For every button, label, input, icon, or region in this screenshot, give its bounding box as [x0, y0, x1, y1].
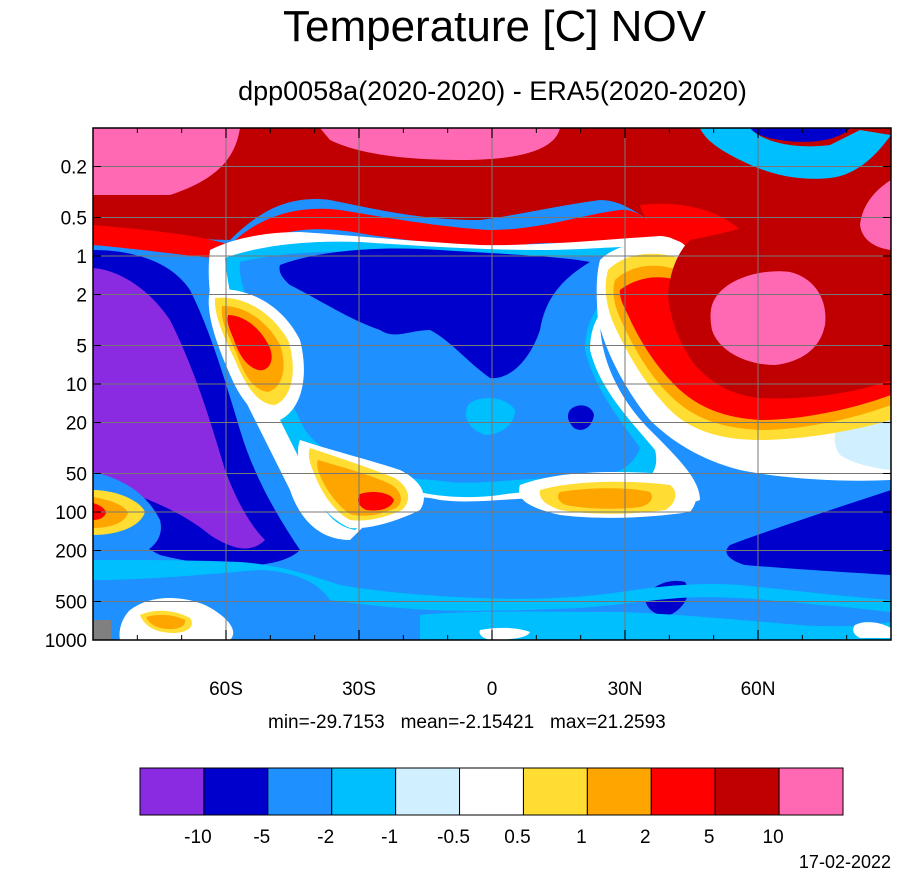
y-tick-label: 0.5 — [61, 208, 87, 229]
colorbar-swatch — [139, 767, 205, 816]
stat-min: min=-29.7153 — [268, 712, 385, 733]
contour-darkblue-nh-tropo — [726, 490, 891, 575]
missing-data-patch — [93, 620, 111, 640]
colorbar-label: -1 — [381, 827, 398, 848]
y-tick-label: 20 — [66, 414, 87, 435]
contour-lightblue-surface — [93, 560, 891, 612]
x-tick-label: 30N — [608, 679, 643, 700]
contour-red-sh-warm — [227, 315, 272, 371]
colorbar-swatch — [331, 767, 397, 816]
x-axis-labels: 60S 30S 0 30N 60N — [209, 679, 775, 700]
y-tick-label: 0.2 — [61, 158, 87, 179]
colorbar-swatch — [203, 767, 269, 816]
contour-pink-topcenter — [320, 128, 560, 160]
y-tick-label: 10 — [66, 375, 87, 396]
colorbar-label: 1 — [576, 827, 587, 848]
colorbar-label: -0.5 — [437, 827, 470, 848]
x-tick-label: 30S — [342, 679, 376, 700]
x-tick-label: 0 — [487, 679, 498, 700]
colorbar-swatch — [267, 767, 333, 816]
contour-orange-sh-surface — [146, 614, 186, 629]
gridlines — [93, 128, 891, 640]
contour-red-sh-tropo — [358, 492, 394, 511]
colorbar-swatch — [522, 767, 588, 816]
y-tick-label: 5 — [76, 336, 87, 357]
chart-title: Temperature [C] NOV — [282, 2, 707, 51]
colorbar-swatch — [778, 767, 844, 816]
contour-lightblue-equator — [465, 398, 515, 435]
stats-line: min=-29.7153 mean=-2.15421 max=21.2593 — [268, 712, 666, 734]
contour-white-nh-surface — [853, 622, 891, 638]
colorbar-label: 10 — [763, 827, 784, 848]
colorbar-swatch — [459, 767, 524, 816]
colorbar-swatch — [650, 767, 716, 816]
y-axis-labels: 0.2 0.5 1 2 5 10 20 50 100 200 500 1000 — [45, 158, 87, 652]
y-tick-label: 2 — [76, 286, 87, 307]
axis-ticks — [93, 128, 891, 641]
colorbar-swatch — [714, 767, 780, 816]
stat-mean: mean=-2.15421 — [400, 712, 535, 733]
y-tick-label: 500 — [55, 592, 87, 613]
colorbar-label: -10 — [184, 827, 211, 848]
chart-subtitle: dpp0058a(2020-2020) - ERA5(2020-2020) — [238, 76, 747, 106]
colorbar-swatch — [586, 767, 652, 816]
date-stamp: 17-02-2022 — [798, 852, 891, 872]
colorbar — [139, 767, 844, 816]
contour-darkblue-eq-small — [567, 405, 594, 430]
y-tick-label: 50 — [66, 464, 87, 485]
contour-purple-left — [93, 268, 265, 549]
colorbar-swatch — [395, 767, 461, 816]
y-tick-label: 200 — [55, 542, 87, 563]
colorbar-label: -2 — [317, 827, 334, 848]
colorbar-label: 2 — [640, 827, 651, 848]
colorbar-label: 0.5 — [504, 827, 530, 848]
contour-pink-nh-edge — [860, 180, 891, 250]
colorbar-labels: -10 -5 -2 -1 -0.5 0.5 1 2 5 10 — [184, 827, 783, 848]
y-tick-label: 1000 — [45, 631, 87, 652]
y-tick-label: 1 — [76, 247, 87, 268]
contour-darkblue-topright — [750, 128, 850, 142]
stat-max: max=21.2593 — [550, 712, 666, 733]
colorbar-label: -5 — [253, 827, 270, 848]
x-tick-label: 60N — [741, 679, 776, 700]
contour-pink-topleft — [93, 128, 240, 195]
y-tick-label: 100 — [55, 503, 87, 524]
colorbar-label: 5 — [704, 827, 715, 848]
x-tick-label: 60S — [209, 679, 243, 700]
contour-orange-nh-tropo — [558, 488, 652, 509]
contour-lightblue-surface-low — [420, 611, 891, 640]
